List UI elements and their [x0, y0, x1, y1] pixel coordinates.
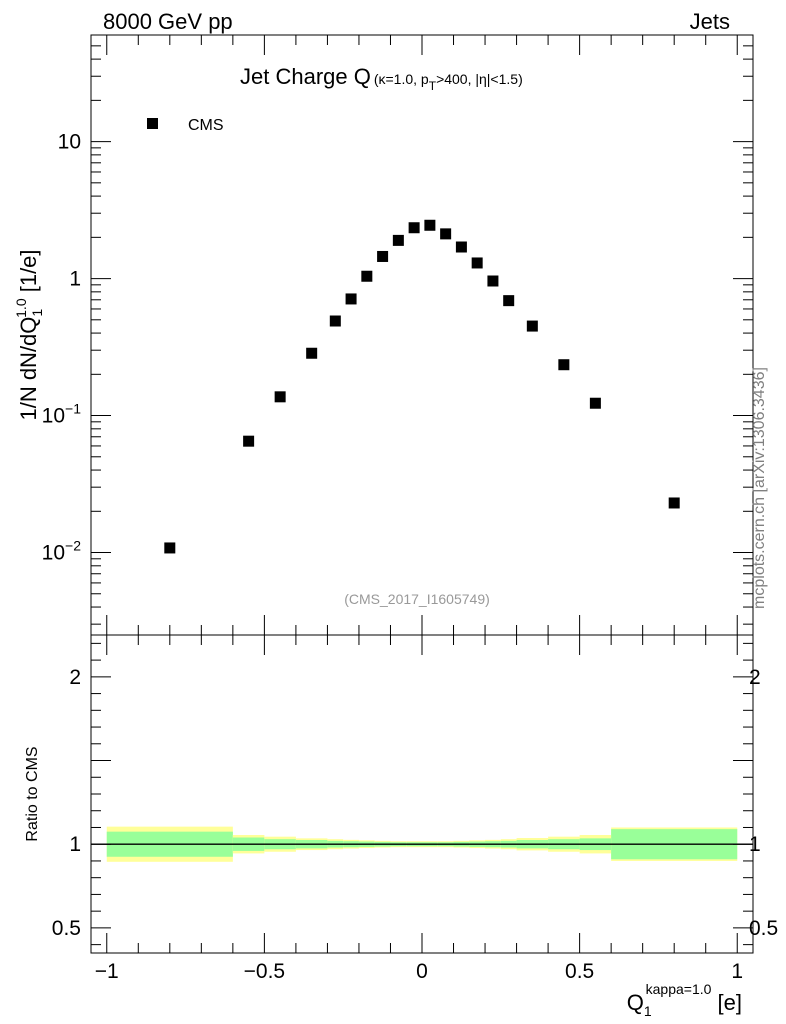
data-point	[329, 315, 341, 327]
data-point	[345, 293, 357, 305]
x-tick-label: −0.5	[244, 960, 285, 983]
x-axis-label-sup: kappa=1.0	[646, 981, 712, 997]
plot-title: Jet Charge Q (κ=1.0, pT>400, |η|<1.5)	[240, 64, 523, 93]
data-point	[164, 542, 176, 554]
main-y-axis-label-main: 1/N dN/dQ	[16, 317, 41, 421]
x-tick-label: 0	[416, 960, 428, 983]
plot-title-main: Jet Charge Q	[240, 64, 371, 89]
y-tick-label-exponent: −2	[65, 538, 81, 554]
data-point	[377, 250, 389, 262]
x-axis-label-main: Q	[627, 990, 644, 1015]
main-panel-marks	[164, 219, 680, 554]
ratio-y-tick-label-right: 2	[749, 666, 761, 689]
data-point	[361, 270, 373, 282]
data-point	[408, 222, 420, 234]
header-left-label: 8000 GeV pp	[103, 9, 233, 34]
ratio-panel-frame	[90, 634, 754, 954]
data-point	[526, 320, 538, 332]
data-point	[558, 359, 570, 371]
ratio-y-tick-label: 2	[69, 666, 81, 689]
x-axis-label: Q1 kappa=1.0 [e]	[627, 981, 742, 1019]
data-point	[424, 219, 436, 231]
ratio-y-axis-label: Ratio to CMS	[24, 746, 41, 841]
data-point	[668, 497, 680, 509]
y-tick-label: 10−2	[42, 538, 82, 565]
main-y-axis-label-sup: 1.0	[13, 298, 29, 318]
plot-title-subscript: T	[429, 79, 437, 93]
x-axis-label-sub: 1	[644, 1003, 652, 1019]
data-point	[589, 397, 601, 409]
main-y-axis-label-sub: 1	[29, 309, 45, 317]
ratio-y-tick-label-right: 1	[749, 833, 761, 856]
data-point	[503, 295, 515, 307]
ratio-y-tick-label-right: 0.5	[749, 917, 778, 940]
x-axis-label-unit: [e]	[711, 990, 742, 1015]
ratio-panel-ticks	[91, 635, 753, 953]
data-point	[274, 391, 286, 403]
data-point	[455, 241, 467, 253]
x-tick-label: −1	[95, 960, 119, 983]
y-tick-label: 10	[58, 131, 81, 154]
legend-label: CMS	[188, 117, 224, 134]
data-point	[487, 275, 499, 287]
main-y-axis-label: 1/N dN/dQ11.0 [1/e]	[13, 249, 45, 420]
y-tick-label: 10−1	[42, 401, 82, 428]
plot-title-part2: >400, |η|<1.5)	[436, 71, 523, 87]
main-panel-ticks	[91, 34, 753, 635]
header-right-label: Jets	[690, 9, 730, 34]
y-tick-label: 1	[69, 268, 81, 291]
plot-title-part1: (κ=1.0, p	[374, 71, 429, 87]
ratio-y-tick-label: 1	[69, 833, 81, 856]
y-tick-label-base: 10	[42, 405, 65, 428]
y-tick-label-base: 10	[42, 542, 65, 565]
data-point	[243, 435, 255, 447]
x-tick-label: 0.5	[565, 960, 594, 983]
x-tick-label: 1	[731, 960, 743, 983]
legend-marker	[147, 118, 158, 129]
main-y-axis-label-unit: [1/e]	[16, 249, 41, 298]
ratio-panel-tick-labels: 0.5 0.5 1 1 2 2 −1 −0.5 0 0.5 1	[52, 666, 778, 983]
data-point	[471, 257, 483, 269]
ratio-panel: 0.5 0.51 12 2−1 −0.5 0 0.5 1 Ratio to CMS Q1kap…	[24, 634, 778, 1019]
watermark: mcplots.cern.ch [arXiv:1306.3436]	[751, 367, 768, 609]
data-point	[306, 347, 318, 359]
data-point	[392, 234, 404, 246]
analysis-reference: (CMS_2017_I1605749)	[344, 591, 490, 607]
data-point	[440, 228, 452, 240]
ratio-y-tick-label: 0.5	[52, 917, 81, 940]
y-tick-label-exponent: −1	[65, 401, 81, 417]
